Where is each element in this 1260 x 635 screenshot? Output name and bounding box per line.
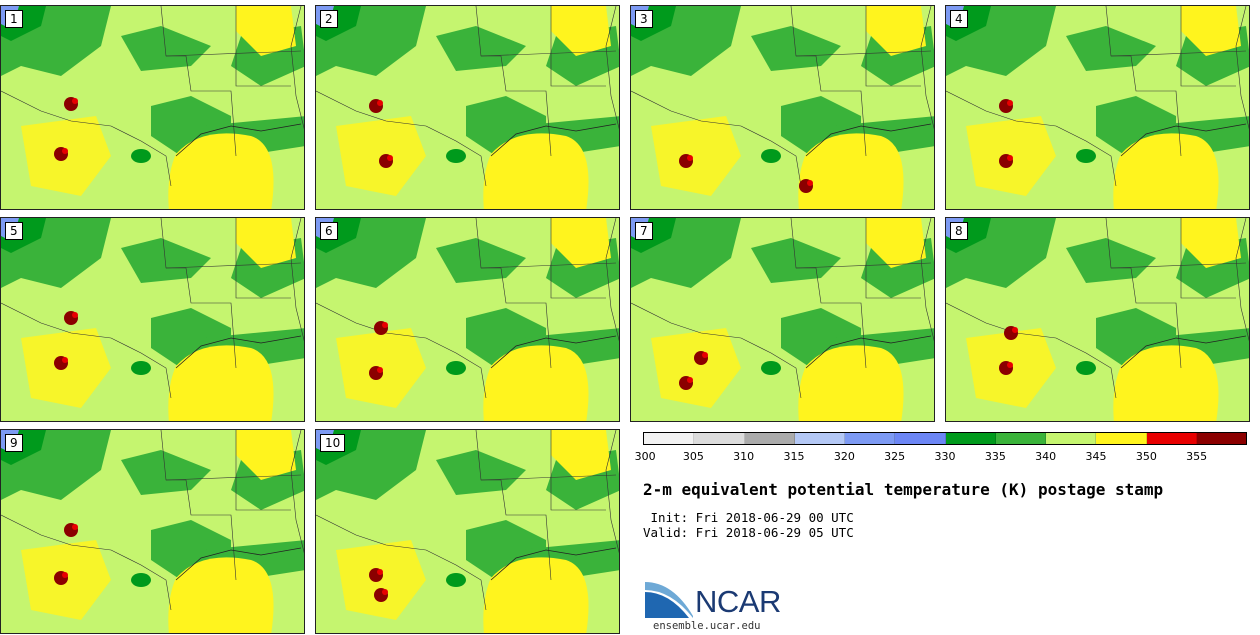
hot-spot	[807, 180, 813, 186]
colorbar-tick-label: 330	[934, 450, 956, 463]
figure-title: 2-m equivalent potential temperature (K)…	[643, 480, 1164, 499]
hot-spot	[72, 98, 78, 104]
panel-number-label: 6	[320, 222, 338, 240]
init-time: Init: Fri 2018-06-29 00 UTC	[643, 510, 854, 525]
colorbar-tick-label: 320	[833, 450, 855, 463]
colorbar-tick-label: 315	[783, 450, 805, 463]
map-panel-3: 3	[630, 5, 935, 210]
panel-number-label: 4	[950, 10, 968, 28]
colorbar-segment	[644, 433, 695, 444]
map-panel-6: 6	[315, 217, 620, 422]
colorbar-tick-label: 310	[733, 450, 755, 463]
colorbar-segment	[1146, 433, 1197, 444]
map-panel-2: 2	[315, 5, 620, 210]
map-field	[316, 430, 619, 633]
map-field	[316, 218, 619, 421]
colorbar-ticks: 300 305 310 315 320 325 330 335 340 345 350 355	[635, 450, 1247, 464]
hot-spot	[382, 322, 388, 328]
colorbar-tick-label: 340	[1035, 450, 1057, 463]
colorbar-segment	[694, 433, 745, 444]
map-panel-7: 7	[630, 217, 935, 422]
hot-spot	[687, 155, 693, 161]
hot-spot	[62, 572, 68, 578]
hot-spot	[377, 100, 383, 106]
colorbar-segment	[845, 433, 896, 444]
colorbar-tick-label: 335	[984, 450, 1006, 463]
map-field	[631, 218, 934, 421]
colorbar-tick-label: 355	[1186, 450, 1208, 463]
map-field	[316, 6, 619, 209]
panel-number-label: 9	[5, 434, 23, 452]
hot-spot	[1007, 362, 1013, 368]
map-field	[1, 430, 304, 633]
colorbar-segment	[744, 433, 795, 444]
panel-number-label: 5	[5, 222, 23, 240]
map-panel-8: 8	[945, 217, 1250, 422]
panel-number-label: 1	[5, 10, 23, 28]
map-panel-9: 9	[0, 429, 305, 634]
colorbar-tick-label: 300	[634, 450, 656, 463]
colorbar-tick-label: 350	[1135, 450, 1157, 463]
colorbar	[643, 432, 1247, 445]
map-panel-4: 4	[945, 5, 1250, 210]
colorbar-tick-label: 345	[1085, 450, 1107, 463]
colorbar-segment	[1046, 433, 1097, 444]
valid-time: Valid: Fri 2018-06-29 05 UTC	[643, 525, 854, 540]
panel-number-label: 7	[635, 222, 653, 240]
hot-spot	[1012, 327, 1018, 333]
hot-spot	[72, 312, 78, 318]
colorbar-segment	[1196, 433, 1246, 444]
colorbar-segment	[1096, 433, 1147, 444]
hot-spot	[387, 155, 393, 161]
hot-spot	[702, 352, 708, 358]
map-field	[946, 6, 1249, 209]
map-field	[946, 218, 1249, 421]
ncar-swoosh-icon	[645, 582, 693, 618]
colorbar-tick-label: 325	[884, 450, 906, 463]
logo-url[interactable]: ensemble.ucar.edu	[653, 620, 761, 632]
hot-spot	[382, 589, 388, 595]
ncar-logo[interactable]: NCAR ensemble.ucar.edu	[643, 578, 803, 634]
map-field	[631, 6, 934, 209]
hot-spot	[1007, 100, 1013, 106]
logo-text: NCAR	[695, 584, 781, 619]
colorbar-segment	[995, 433, 1046, 444]
colorbar-segment	[794, 433, 845, 444]
hot-spot	[62, 357, 68, 363]
colorbar-tick-label: 305	[682, 450, 704, 463]
map-field	[1, 6, 304, 209]
colorbar-segment	[895, 433, 946, 444]
hot-spot	[687, 377, 693, 383]
hot-spot	[377, 569, 383, 575]
panel-number-label: 3	[635, 10, 653, 28]
hot-spot	[1007, 155, 1013, 161]
map-panel-10: 10	[315, 429, 620, 634]
colorbar-segment	[945, 433, 996, 444]
map-panel-1: 1	[0, 5, 305, 210]
hot-spot	[377, 367, 383, 373]
hot-spot	[72, 524, 78, 530]
hot-spot	[62, 148, 68, 154]
panel-number-label: 8	[950, 222, 968, 240]
map-field	[1, 218, 304, 421]
map-panel-5: 5	[0, 217, 305, 422]
panel-number-label: 10	[320, 434, 346, 452]
panel-number-label: 2	[320, 10, 338, 28]
